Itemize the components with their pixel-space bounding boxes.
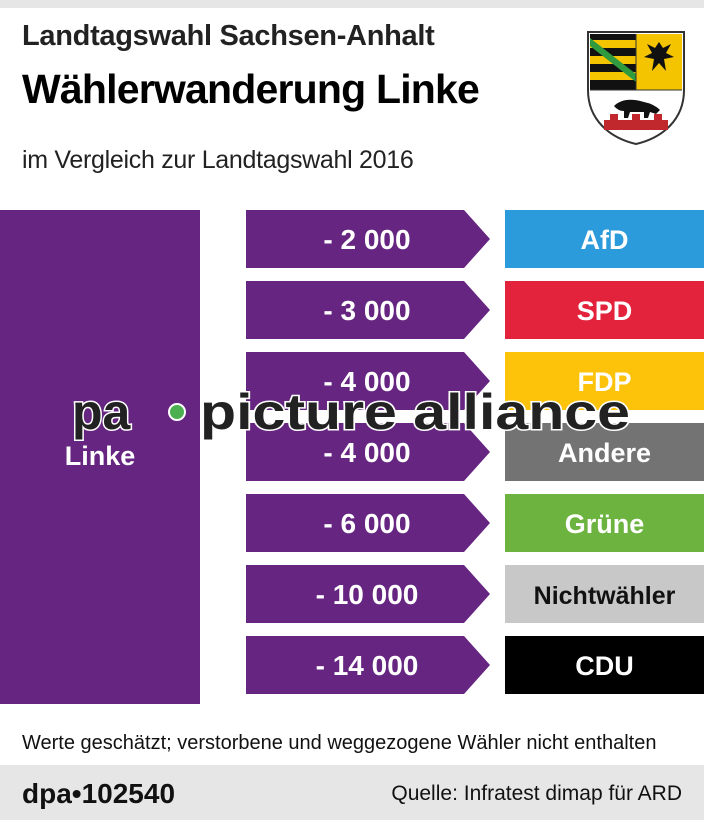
flow-value-grüne: - 6 000 [323, 508, 410, 539]
flow-arrow-fdp [246, 352, 490, 410]
flow-value-andere: - 4 000 [323, 437, 410, 468]
flow-value-fdp: - 4 000 [323, 366, 410, 397]
state-coat-of-arms [587, 31, 685, 146]
flow-arrow-nichtwähler [246, 565, 490, 623]
flow-arrow-spd [246, 281, 490, 339]
agency-name: dpa [22, 778, 72, 809]
flow-value-cdu: - 14 000 [316, 650, 419, 681]
party-box-afd [505, 210, 704, 268]
flow-value-spd: - 3 000 [323, 295, 410, 326]
party-label-cdu: CDU [575, 651, 634, 681]
agency-id: dpa•102540 [22, 778, 175, 810]
party-label-grüne: Grüne [565, 509, 645, 539]
party-box-nichtwähler [505, 565, 704, 623]
party-label-afd: AfD [581, 225, 629, 255]
party-label-andere: Andere [558, 438, 651, 468]
voter-flow-chart: Linke - 2 000 AfD - 3 000 SPD - 4 000 FDP - 4 … [0, 210, 704, 704]
party-box-cdu [505, 636, 704, 694]
source-note: Quelle: Infratest dimap für ARD [391, 782, 682, 805]
party-box-grüne [505, 494, 704, 552]
agency-separator: • [71, 778, 82, 809]
party-label-spd: SPD [577, 296, 633, 326]
party-box-spd [505, 281, 704, 339]
party-label-nichtwähler: Nichtwähler [534, 582, 676, 610]
flow-value-nichtwähler: - 10 000 [316, 579, 419, 610]
source-party-bar [0, 210, 200, 704]
chart-supertitle: Landtagswahl Sachsen-Anhalt [22, 20, 435, 52]
flow-arrow-andere [246, 423, 490, 481]
footnote: Werte geschätzt; verstorbene und weggezo… [22, 732, 657, 754]
footer: dpa•102540 Quelle: Infratest dimap für A… [0, 765, 704, 820]
flow-arrow-grüne [246, 494, 490, 552]
top-bar [0, 0, 704, 8]
party-box-andere [505, 423, 704, 481]
source-party-label: Linke [65, 441, 136, 471]
graphic-number: 102540 [81, 778, 176, 809]
chart-title: Wählerwanderung Linke [22, 66, 480, 112]
flow-rows: - 2 000 AfD - 3 000 SPD - 4 000 FDP - 4 000 And… [246, 210, 704, 694]
party-label-fdp: FDP [578, 367, 632, 397]
chart-subtitle: im Vergleich zur Landtagswahl 2016 [22, 146, 414, 174]
flow-value-afd: - 2 000 [323, 224, 410, 255]
party-box-fdp [505, 352, 704, 410]
flow-arrow-afd [246, 210, 490, 268]
flow-arrow-cdu [246, 636, 490, 694]
